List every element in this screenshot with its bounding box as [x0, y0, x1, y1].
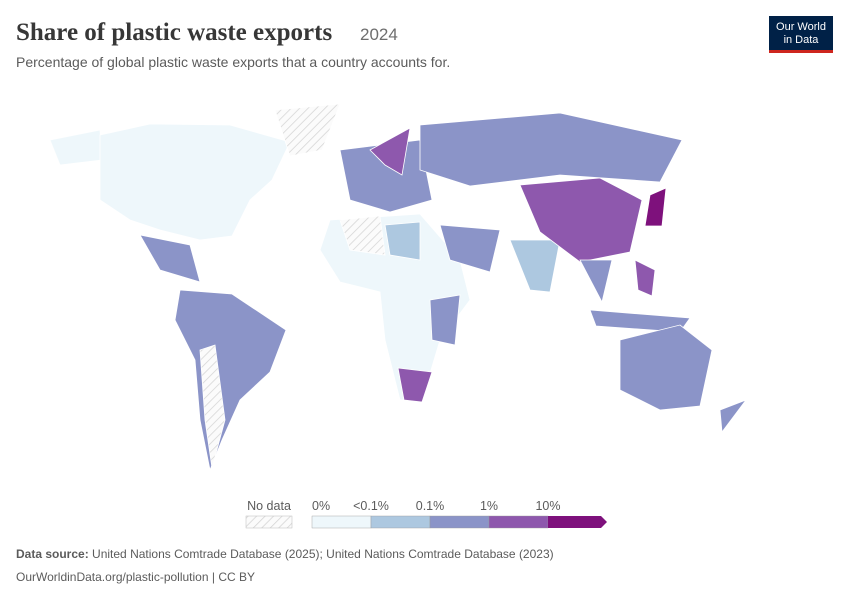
legend-label: 10%: [535, 499, 560, 513]
logo-text: Our World: [776, 21, 826, 33]
legend-swatch: [370, 515, 431, 529]
country: [199, 344, 226, 469]
country: [619, 324, 713, 411]
country: [719, 399, 748, 434]
legend-swatch: [429, 515, 490, 529]
country: [369, 127, 411, 176]
legend-swatch: [488, 515, 549, 529]
country: [339, 215, 386, 256]
country: [519, 177, 643, 263]
logo-text: in Data: [784, 34, 820, 46]
country: [397, 367, 433, 403]
logo-underline: [769, 50, 833, 53]
chart-subtitle: Percentage of global plastic waste expor…: [16, 54, 450, 70]
country: [579, 259, 613, 304]
country: [634, 259, 656, 297]
legend-label: 1%: [480, 499, 498, 513]
country: [429, 294, 461, 346]
logo-box: [769, 16, 833, 52]
legend-label: 0.1%: [416, 499, 445, 513]
logo[interactable]: Our World in Data: [769, 16, 833, 53]
world-map: [49, 103, 748, 472]
legend-label: 0%: [312, 499, 330, 513]
country: [644, 187, 667, 227]
legend-label: No data: [247, 499, 291, 513]
chart-title: Share of plastic waste exports: [16, 19, 332, 46]
country: [274, 103, 341, 157]
chart-year: 2024: [360, 25, 398, 44]
source-text: United Nations Comtrade Database (2025);…: [92, 547, 554, 561]
source-label: Data source:: [16, 547, 89, 561]
legend-label: <0.1%: [353, 499, 389, 513]
country: [139, 234, 201, 283]
country: [439, 224, 501, 273]
legend: No data 0% <0.1% 0.1% 1% 10%: [245, 499, 607, 529]
country: [49, 129, 103, 166]
country: [99, 123, 291, 241]
legend-swatch: [245, 515, 293, 529]
legend-swatch: [311, 515, 372, 529]
footer-url[interactable]: OurWorldinData.org/plastic-pollution | C…: [16, 570, 255, 584]
country: [509, 239, 561, 293]
country: [174, 289, 287, 472]
country: [419, 112, 683, 187]
country: [384, 221, 421, 261]
legend-swatch: [548, 516, 607, 528]
source: Data source: United Nations Comtrade Dat…: [16, 547, 554, 561]
